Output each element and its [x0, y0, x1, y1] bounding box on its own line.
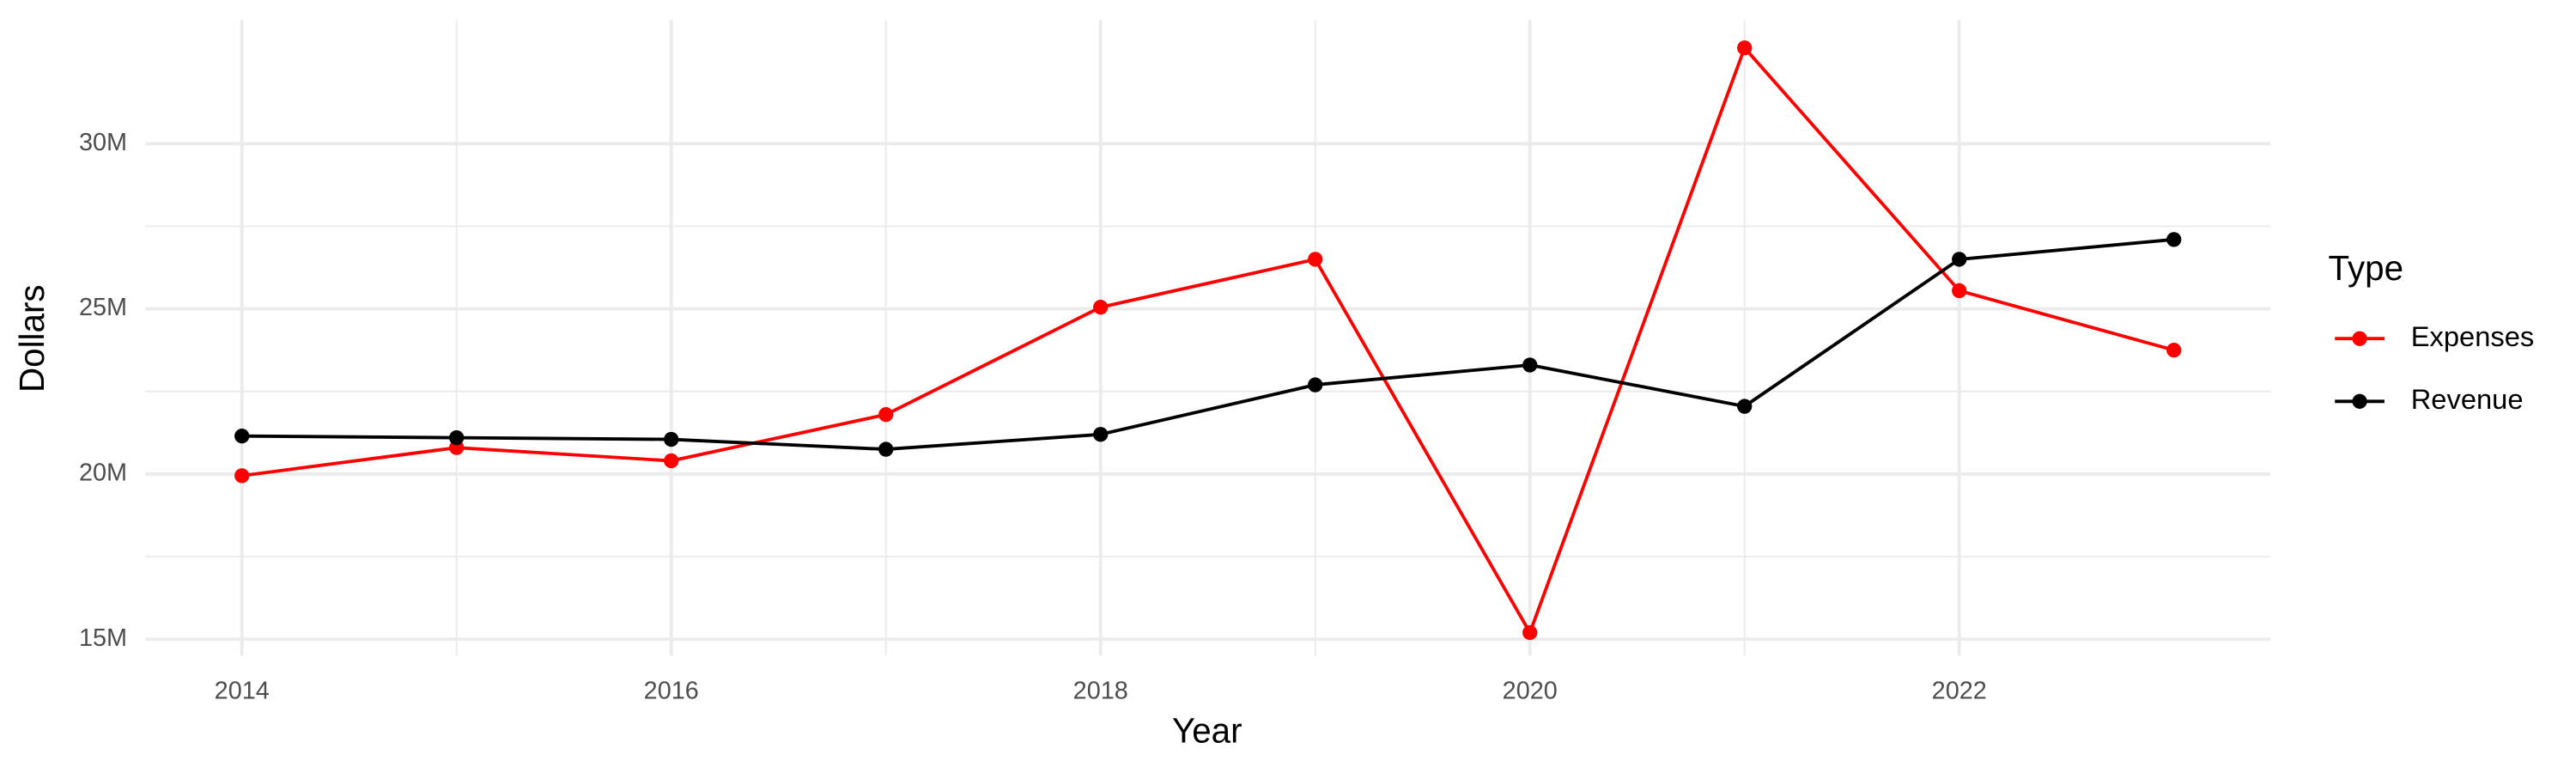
grid: [145, 20, 2271, 656]
data-point: [878, 407, 894, 423]
y-tick-label: 15M: [79, 624, 127, 652]
data-point: [664, 431, 679, 447]
data-point: [1522, 624, 1538, 641]
data-point: [878, 441, 894, 457]
series-line: [241, 237, 2174, 452]
data-point: [664, 453, 679, 469]
data-point: [1093, 300, 1109, 315]
data-point: [2166, 232, 2182, 247]
x-tick-label: 2014: [215, 677, 270, 704]
data-point: [1093, 427, 1109, 442]
data-point: [1737, 40, 1753, 56]
data-point: [234, 468, 250, 484]
y-tick-label: 30M: [79, 129, 127, 156]
data-point: [1522, 357, 1538, 373]
legend-key-point: [2352, 393, 2367, 409]
x-tick-label: 2020: [1503, 677, 1558, 704]
data-point: [1737, 399, 1753, 414]
legend-label: Expenses: [2411, 320, 2535, 352]
y-axis-title: Dollars: [12, 284, 52, 393]
y-tick-label: 25M: [79, 294, 127, 321]
data-point: [2166, 343, 2182, 358]
x-tick-label: 2016: [644, 677, 699, 704]
data-point: [1308, 377, 1323, 393]
y-tick-label: 20M: [79, 460, 127, 487]
data-point: [1952, 283, 1967, 299]
x-tick-label: 2022: [1932, 677, 1987, 704]
x-tick-label: 2018: [1073, 677, 1128, 704]
series-line: [241, 45, 2175, 637]
data-point: [449, 429, 465, 446]
data-point: [234, 429, 250, 444]
data-point: [1308, 252, 1323, 267]
legend-key-point: [2352, 331, 2367, 346]
x-axis-title: Year: [1172, 711, 1242, 751]
legend-label: Revenue: [2411, 383, 2524, 415]
plot-marks: [234, 40, 2182, 641]
data-point: [1952, 252, 1967, 267]
legend-title: Type: [2329, 248, 2404, 288]
